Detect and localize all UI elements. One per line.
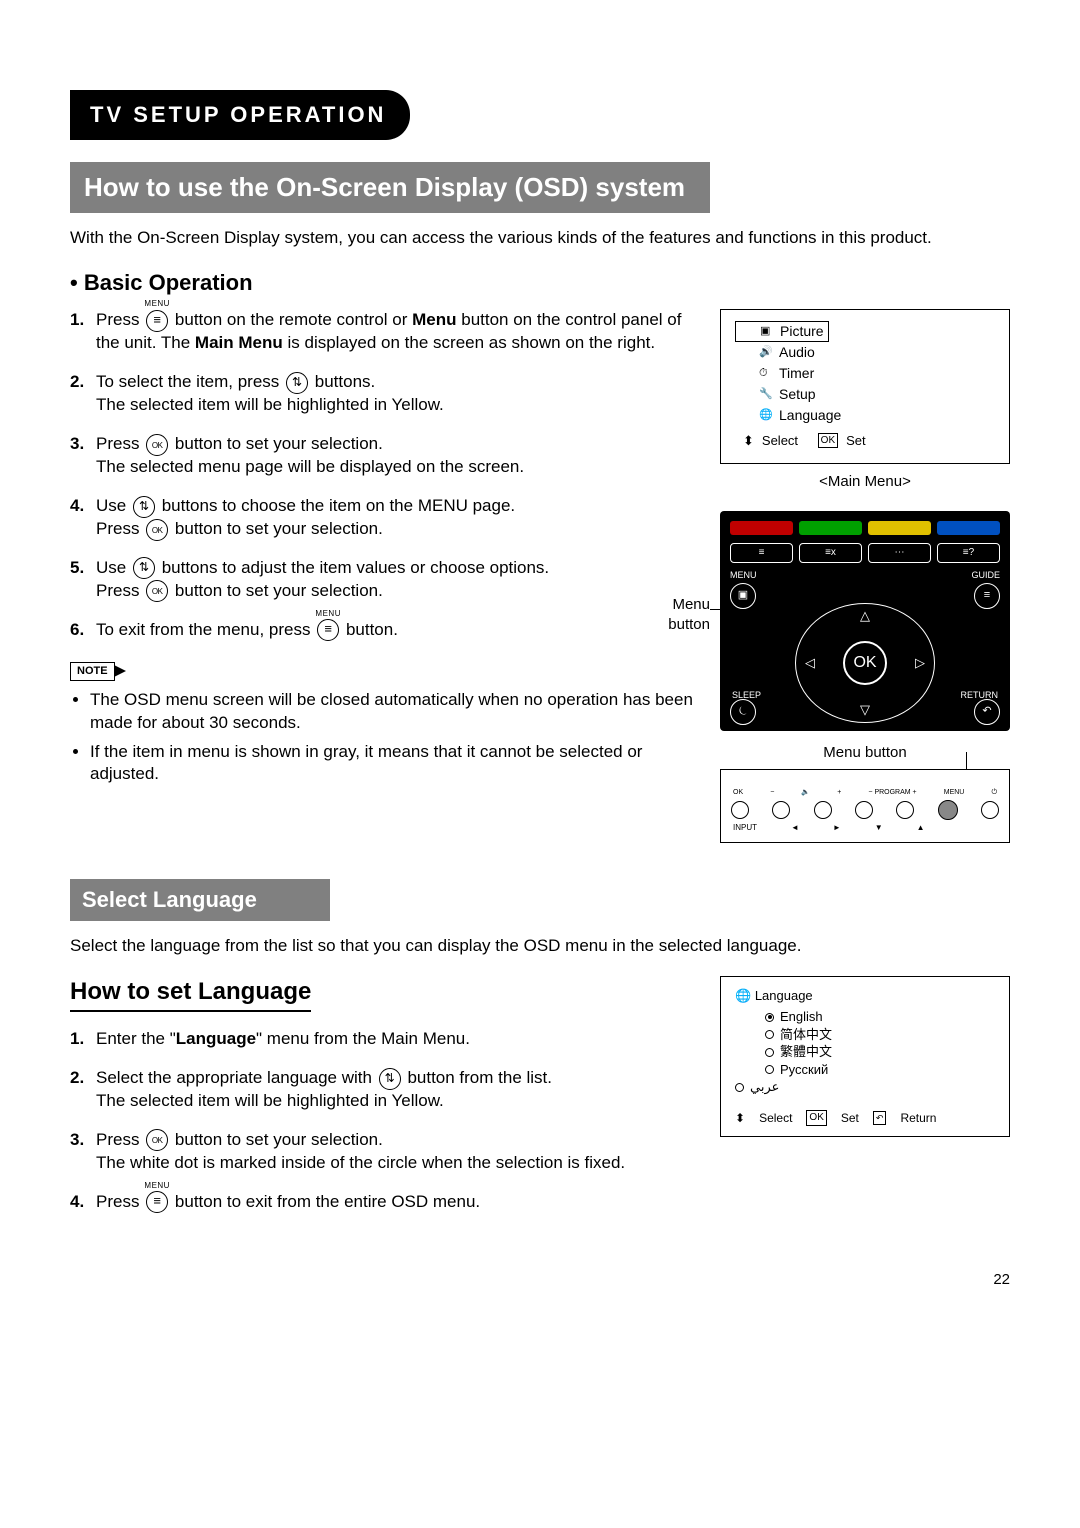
ok-box-icon: OK bbox=[818, 433, 838, 449]
blue-button bbox=[937, 521, 1000, 535]
language-steps: 1. Enter the "Language" menu from the Ma… bbox=[70, 1028, 696, 1214]
updown-icon bbox=[133, 557, 155, 579]
updown-icon bbox=[286, 372, 308, 394]
updown-icon bbox=[379, 1068, 401, 1090]
step-6: 6. To exit from the menu, press MENU but… bbox=[70, 619, 696, 642]
teletext-row: ≡ ≡x ⋯ ≡? bbox=[730, 543, 1000, 563]
return-icon: ↶ bbox=[873, 1111, 887, 1125]
menu-item-language: 🌐Language bbox=[735, 405, 995, 426]
howto-heading: How to set Language bbox=[70, 976, 311, 1012]
language-box-footer: ⬍Select OKSet ↶Return bbox=[735, 1110, 995, 1126]
guide-button-icon: ≡ bbox=[974, 583, 1000, 609]
ok-icon bbox=[146, 1129, 168, 1151]
basic-operation-heading: • Basic Operation bbox=[70, 268, 1010, 298]
lang-option-english: English bbox=[735, 1008, 995, 1026]
language-menu-diagram: 🌐 Language English 简体中文 繁體中文 Русский عرب… bbox=[720, 976, 1010, 1137]
ok-box-icon: OK bbox=[806, 1110, 826, 1126]
panel-button bbox=[731, 801, 749, 819]
teletext-icon: ≡x bbox=[799, 543, 862, 563]
radio-filled-icon bbox=[765, 1013, 774, 1022]
main-menu-caption: <Main Menu> bbox=[720, 472, 1010, 492]
panel-button bbox=[896, 801, 914, 819]
ok-button: OK bbox=[843, 641, 887, 685]
up-arrow-icon: △ bbox=[860, 607, 870, 625]
return-button-icon: ↶ bbox=[974, 699, 1000, 725]
right-arrow-icon: ▷ bbox=[915, 654, 925, 672]
updown-arrow-icon: ⬍ bbox=[743, 432, 754, 450]
tv-panel-diagram: OK − 🔈 + − PROGRAM + MENU ⏻ INPUT ◄ bbox=[720, 769, 1010, 843]
step-text: Press bbox=[96, 310, 144, 329]
menu-footer: ⬍Select OKSet bbox=[735, 432, 995, 450]
panel-button bbox=[814, 801, 832, 819]
color-buttons-row bbox=[730, 521, 1000, 535]
radio-icon bbox=[765, 1030, 774, 1039]
menu-item-timer: ⏱Timer bbox=[735, 363, 995, 384]
updown-arrow-icon: ⬍ bbox=[735, 1110, 745, 1126]
lang-option: 简体中文 bbox=[735, 1026, 995, 1044]
panel-power-button bbox=[981, 801, 999, 819]
ok-icon bbox=[146, 519, 168, 541]
panel-menu-button bbox=[938, 800, 958, 820]
note-item: If the item in menu is shown in gray, it… bbox=[90, 741, 696, 787]
menu-icon bbox=[146, 310, 168, 332]
menu-item-audio: 🔊Audio bbox=[735, 342, 995, 363]
step-3: 3. Press button to set your selection. T… bbox=[70, 433, 696, 479]
remote-menu-label: Menu button bbox=[640, 595, 710, 636]
radio-icon bbox=[765, 1048, 774, 1057]
lang-step-1: 1. Enter the "Language" menu from the Ma… bbox=[70, 1028, 696, 1051]
menu-button-icon: ▣ bbox=[730, 583, 756, 609]
left-arrow-icon: ◁ bbox=[805, 654, 815, 672]
section1-intro: With the On-Screen Display system, you c… bbox=[70, 227, 1010, 250]
note-label: NOTE bbox=[70, 662, 115, 681]
page-number: 22 bbox=[70, 1270, 1010, 1290]
section2-title: Select Language bbox=[70, 879, 330, 921]
red-button bbox=[730, 521, 793, 535]
page-header-pill: TV SETUP OPERATION bbox=[70, 90, 410, 140]
panel-button bbox=[772, 801, 790, 819]
step-4: 4. Use buttons to choose the item on the… bbox=[70, 495, 696, 541]
step-2: 2. To select the item, press buttons. Th… bbox=[70, 371, 696, 417]
step-1: 1. Press MENU button on the remote contr… bbox=[70, 309, 696, 355]
note-item: The OSD menu screen will be closed autom… bbox=[90, 689, 696, 735]
teletext-icon: ⋯ bbox=[868, 543, 931, 563]
lang-option: عربي bbox=[735, 1078, 995, 1096]
ok-icon bbox=[146, 434, 168, 456]
yellow-button bbox=[868, 521, 931, 535]
updown-icon bbox=[133, 496, 155, 518]
green-button bbox=[799, 521, 862, 535]
main-menu-diagram: ▣Picture 🔊Audio ⏱Timer 🔧Setup 🌐Language … bbox=[720, 309, 1010, 464]
menu-item-picture: ▣Picture bbox=[735, 321, 829, 342]
section1-title: How to use the On-Screen Display (OSD) s… bbox=[70, 162, 710, 213]
lang-step-3: 3. Press button to set your selection. T… bbox=[70, 1129, 696, 1175]
basic-operation-steps: 1. Press MENU button on the remote contr… bbox=[70, 309, 696, 641]
lang-option: 繁體中文 bbox=[735, 1043, 995, 1061]
panel-button bbox=[855, 801, 873, 819]
lang-step-2: 2. Select the appropriate language with … bbox=[70, 1067, 696, 1113]
language-box-header: 🌐 Language bbox=[735, 987, 995, 1005]
lang-step-4: 4. Press MENU button to exit from the en… bbox=[70, 1191, 696, 1214]
sleep-button-icon: ⏾ bbox=[730, 699, 756, 725]
section2-intro: Select the language from the list so tha… bbox=[70, 935, 1010, 958]
radio-icon bbox=[735, 1083, 744, 1092]
radio-icon bbox=[765, 1065, 774, 1074]
menu-icon bbox=[317, 619, 339, 641]
panel-pointer-line bbox=[966, 752, 967, 770]
remote-diagram: ≡ ≡x ⋯ ≡? MENUGUIDE ▣ ≡ OK △ ▽ ◁ ▷ bbox=[720, 511, 1010, 731]
menu-icon bbox=[146, 1191, 168, 1213]
ok-icon bbox=[146, 580, 168, 602]
step-5: 5. Use buttons to adjust the item values… bbox=[70, 557, 696, 603]
step-number: 1. bbox=[70, 309, 84, 332]
note-list: The OSD menu screen will be closed autom… bbox=[70, 689, 696, 787]
menu-item-setup: 🔧Setup bbox=[735, 384, 995, 405]
menu-label: MENU bbox=[730, 569, 757, 581]
teletext-icon: ≡? bbox=[937, 543, 1000, 563]
lang-option: Русский bbox=[735, 1061, 995, 1079]
guide-label: GUIDE bbox=[971, 569, 1000, 581]
teletext-icon: ≡ bbox=[730, 543, 793, 563]
